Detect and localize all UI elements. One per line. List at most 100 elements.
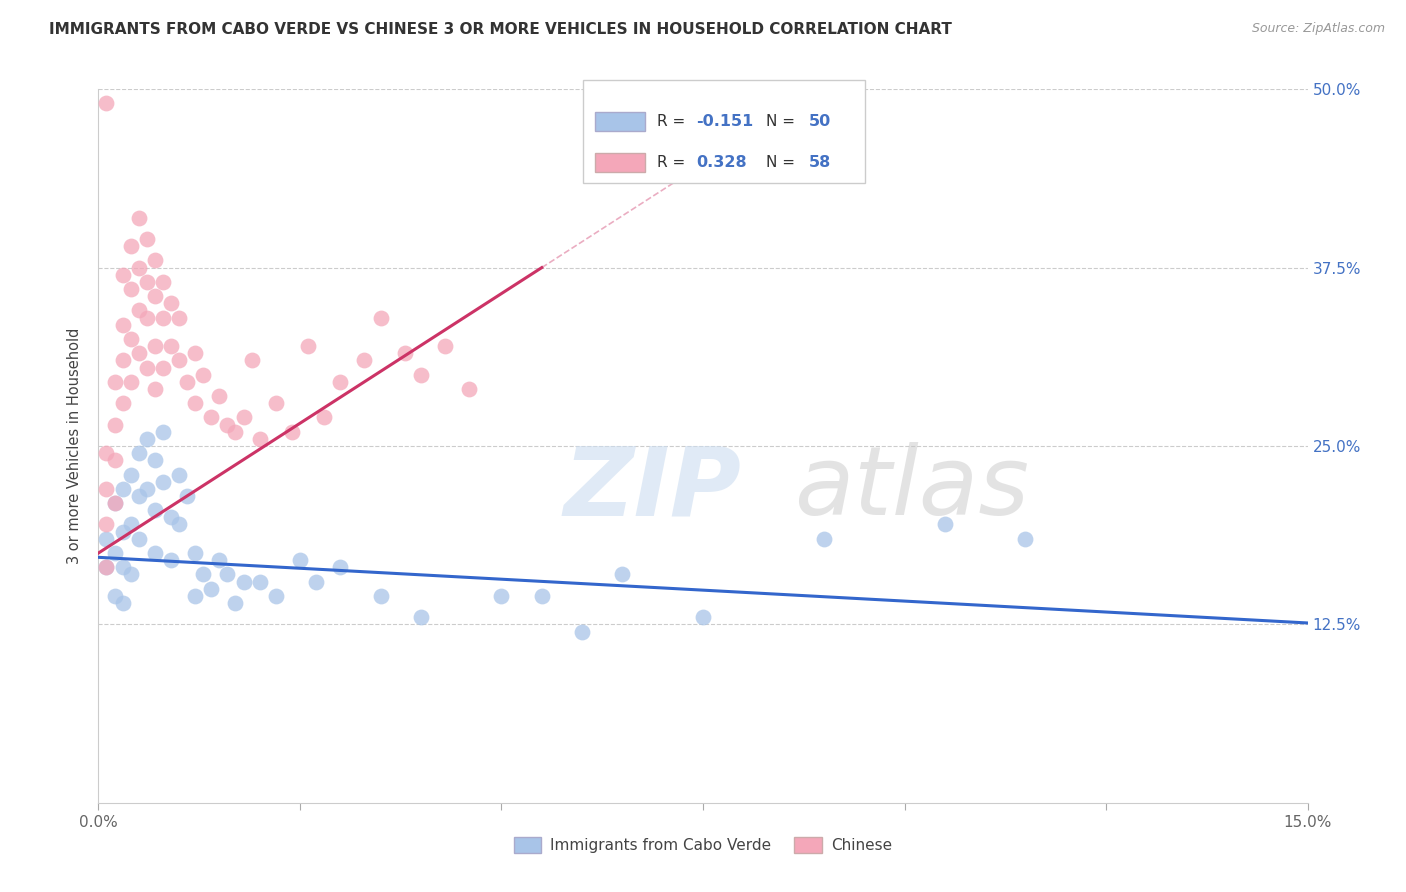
Point [305,574,328,589]
Point [491,589,513,603]
Point [934,517,956,532]
Point [329,375,352,389]
Point [813,532,835,546]
FancyBboxPatch shape [583,80,865,183]
Text: IMMIGRANTS FROM CABO VERDE VS CHINESE 3 OR MORE VEHICLES IN HOUSEHOLD CORRELATIO: IMMIGRANTS FROM CABO VERDE VS CHINESE 3 … [49,22,952,37]
Point [217,417,239,432]
Point [249,432,271,446]
Point [96,517,118,532]
Point [193,368,215,382]
Point [152,310,174,325]
Point [128,346,150,360]
Point [232,574,254,589]
Point [111,596,134,610]
Point [184,589,207,603]
Point [152,475,174,489]
Point [240,353,263,368]
Point [184,546,207,560]
Point [249,574,271,589]
Text: N =: N = [766,114,800,128]
Point [264,589,287,603]
Point [208,553,231,567]
Point [96,560,118,574]
Point [160,510,183,524]
Text: 0.328: 0.328 [696,155,747,169]
Point [143,253,166,268]
Point [1014,532,1036,546]
Text: 50: 50 [808,114,831,128]
Point [103,589,125,603]
Point [111,318,134,332]
Point [288,553,311,567]
Point [224,425,246,439]
Point [103,375,125,389]
Point [103,496,125,510]
Point [128,211,150,225]
Point [184,346,207,360]
Text: ZIP: ZIP [564,442,742,535]
Point [103,417,125,432]
Point [135,232,157,246]
Text: Source: ZipAtlas.com: Source: ZipAtlas.com [1251,22,1385,36]
Point [143,382,166,396]
Point [120,332,142,346]
Point [530,589,553,603]
Point [120,239,142,253]
Point [111,353,134,368]
Point [167,467,190,482]
Point [208,389,231,403]
Point [200,582,222,596]
Point [160,339,183,353]
Point [128,532,150,546]
Point [111,560,134,574]
Point [200,410,222,425]
Point [111,396,134,410]
Point [111,482,134,496]
Point [128,260,150,275]
Point [120,467,142,482]
Point [193,567,215,582]
Point [224,596,246,610]
Point [143,289,166,303]
Point [184,396,207,410]
Point [135,432,157,446]
Point [176,375,198,389]
Point [111,524,134,539]
Point [167,353,190,368]
Text: atlas: atlas [793,442,1029,535]
Point [571,624,593,639]
Point [143,453,166,467]
Y-axis label: 3 or more Vehicles in Household: 3 or more Vehicles in Household [67,328,83,564]
Point [370,310,392,325]
Point [135,482,157,496]
Point [264,396,287,410]
Point [103,546,125,560]
Point [329,560,352,574]
Text: 58: 58 [808,155,831,169]
Point [128,446,150,460]
Point [103,453,125,467]
Bar [595,153,645,171]
Point [96,96,118,111]
Point [160,296,183,310]
Point [370,589,392,603]
Point [281,425,304,439]
Point [128,489,150,503]
Text: R =: R = [657,114,690,128]
Text: N =: N = [766,155,800,169]
Point [409,610,432,624]
Point [353,353,375,368]
Text: -0.151: -0.151 [696,114,754,128]
Point [96,560,118,574]
Point [297,339,319,353]
Legend: Immigrants from Cabo Verde, Chinese: Immigrants from Cabo Verde, Chinese [508,831,898,859]
Point [135,360,157,375]
Point [152,360,174,375]
Point [135,275,157,289]
Point [96,482,118,496]
Point [128,303,150,318]
Point [167,310,190,325]
Point [232,410,254,425]
Point [394,346,416,360]
Point [167,517,190,532]
